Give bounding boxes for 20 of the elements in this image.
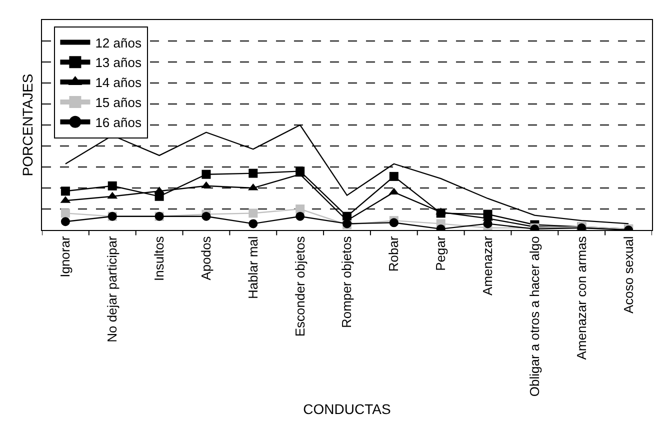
x-tick-label: Hablar mal	[245, 236, 260, 300]
x-tick-label: Apodos	[198, 236, 214, 280]
x-tick-label: Esconder objetos	[292, 236, 308, 337]
x-tick-label: Amenazar	[480, 236, 495, 296]
x-tick-label: Acoso sexual	[620, 236, 636, 314]
legend-label: 14 años	[95, 75, 142, 90]
x-tick-label: Insultos	[152, 236, 167, 282]
y-axis-title: PORCENTAJES	[20, 74, 36, 176]
x-tick-label: Ignorar	[58, 236, 73, 278]
legend-label: 12 años	[95, 35, 142, 50]
x-tick-label: Obligar a otros a hacer algo	[526, 236, 542, 397]
legend-label: 13 años	[95, 55, 142, 70]
x-tick-label: Robar	[386, 236, 402, 272]
x-tick-label: Amenazar con armas	[574, 236, 589, 360]
x-tick-label: Pegar	[433, 236, 448, 271]
x-tick-label: No dejar participar	[104, 236, 120, 342]
legend-label: 16 años	[95, 114, 142, 130]
legend-label: 15 años	[95, 95, 142, 110]
x-tick-label: Romper objetos	[339, 236, 354, 328]
x-axis-title: CONDUCTAS	[303, 400, 391, 417]
